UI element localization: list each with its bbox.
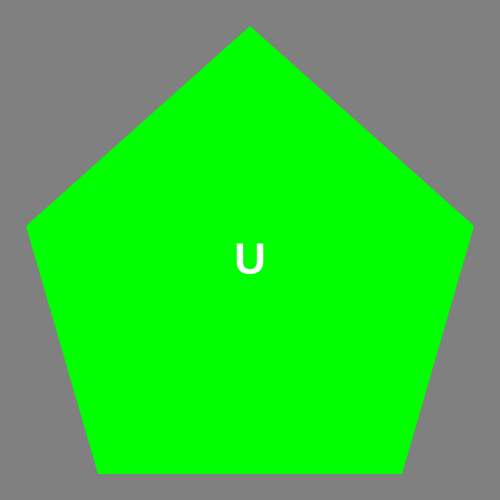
shape-label: U (234, 235, 266, 284)
